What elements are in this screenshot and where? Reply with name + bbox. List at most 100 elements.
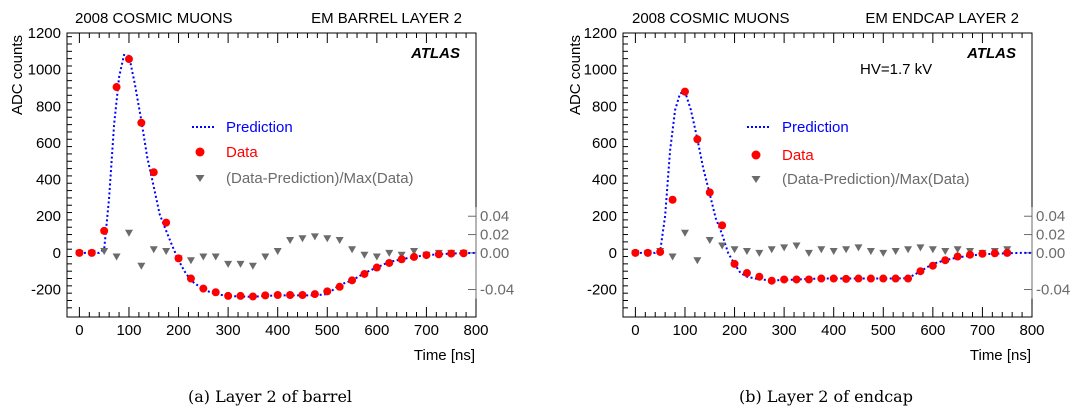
residual-point — [186, 257, 195, 265]
residual-point — [112, 253, 121, 261]
data-point — [459, 249, 468, 258]
y-tick-label: 800 — [36, 98, 61, 115]
residual-tick-label: 0.02 — [1036, 227, 1065, 244]
x-tick-label: 200 — [166, 322, 191, 339]
atlas-label: ATLAS — [410, 45, 460, 62]
x-axis-title: Time [ns] — [414, 347, 475, 364]
residual-point — [854, 244, 863, 252]
legend-data-label: Data — [226, 144, 258, 161]
legend-data-label: Data — [782, 147, 814, 164]
residual-point — [124, 229, 133, 237]
atlas-label: ATLAS — [966, 45, 1016, 62]
data-point — [755, 272, 764, 281]
data-point — [410, 252, 419, 261]
data-point — [928, 261, 937, 270]
data-point — [668, 195, 677, 204]
residual-point — [879, 249, 888, 257]
residual-point — [755, 249, 764, 257]
residual-tick-label: 0.04 — [1036, 208, 1065, 225]
x-axis-title: Time [ns] — [970, 347, 1031, 364]
data-point — [879, 274, 888, 283]
x-tick-label: 400 — [265, 322, 290, 339]
plot-frame — [66, 32, 477, 318]
x-tick-label: 400 — [821, 322, 846, 339]
residual-point — [953, 246, 962, 254]
residual-point — [693, 257, 702, 265]
data-point — [643, 248, 652, 257]
data-point — [693, 135, 702, 144]
legend: Prediction Data (Data-Prediction)/Max(Da… — [192, 119, 414, 187]
residual-point — [372, 253, 381, 261]
data-point — [817, 274, 826, 283]
legend-prediction-label: Prediction — [226, 119, 293, 136]
residual-point — [273, 248, 282, 256]
data-point — [100, 226, 109, 235]
y-tick-label: 0 — [53, 245, 61, 262]
data-point — [75, 248, 84, 257]
residual-point — [829, 248, 838, 256]
residual-point — [705, 237, 714, 245]
data-point — [656, 247, 665, 256]
residual-point — [348, 246, 357, 254]
y-tick-label: 600 — [36, 135, 61, 152]
data-point — [804, 275, 813, 284]
data-point — [211, 288, 220, 297]
header-right: EM ENDCAP LAYER 2 — [865, 10, 1019, 27]
x-tick-label: 200 — [722, 322, 747, 339]
residual-point — [718, 242, 727, 250]
residual-point — [866, 248, 875, 256]
data-point — [323, 287, 332, 296]
y-axis-title: ADC counts — [567, 35, 584, 115]
x-tick-label: 700 — [970, 322, 995, 339]
data-point — [680, 87, 689, 96]
data-point — [780, 275, 789, 284]
panel-barrel: 2008 COSMIC MUONS EM BARREL LAYER 2 ADC … — [9, 10, 514, 406]
residual-point — [310, 233, 319, 241]
data-point — [310, 290, 319, 299]
y-tick-label: 800 — [592, 98, 617, 115]
data-point — [162, 218, 171, 227]
residual-point — [780, 244, 789, 252]
x-tick-label: 0 — [75, 322, 83, 339]
header-left: 2008 COSMIC MUONS — [75, 10, 233, 27]
plot-frame — [622, 32, 1033, 318]
data-point — [248, 292, 257, 301]
data-point — [360, 269, 369, 278]
x-tick-label: 300 — [216, 322, 241, 339]
residual-tick-label: 0.00 — [1036, 245, 1065, 262]
x-tick-label: 100 — [672, 322, 697, 339]
residual-tick-label: 0.04 — [480, 208, 509, 225]
residual-tick-label: 0.00 — [480, 245, 509, 262]
data-point — [199, 284, 208, 293]
residual-point — [410, 248, 419, 256]
data-point — [1003, 248, 1012, 257]
residual-point — [928, 246, 937, 254]
data-point — [953, 252, 962, 261]
data-point — [842, 274, 851, 283]
legend-residual-symbol — [751, 176, 761, 183]
data-point — [767, 276, 776, 285]
residual-point — [891, 248, 900, 256]
panel-caption: (b) Layer 2 of endcap — [739, 387, 913, 406]
panel-caption: (a) Layer 2 of barrel — [188, 387, 352, 406]
data-point — [385, 258, 394, 267]
y-tick-label: 200 — [36, 208, 61, 225]
residual-point — [100, 248, 109, 256]
residual-point — [236, 260, 245, 268]
data-point — [397, 255, 406, 264]
data-point — [990, 249, 999, 258]
residual-point — [941, 248, 950, 256]
data-point — [730, 259, 739, 268]
residual-point — [335, 237, 344, 245]
data-point — [112, 83, 121, 92]
data-point — [434, 250, 443, 259]
residual-point — [248, 262, 257, 270]
y-axis-title: ADC counts — [9, 35, 26, 115]
data-point — [966, 250, 975, 259]
legend-residual-label: (Data-Prediction)/Max(Data) — [782, 171, 970, 188]
y-tick-label: 400 — [592, 172, 617, 189]
legend-data-symbol — [751, 150, 761, 160]
y-tick-label: 600 — [592, 135, 617, 152]
data-point — [447, 249, 456, 258]
y-tick-label: 1200 — [584, 25, 617, 42]
